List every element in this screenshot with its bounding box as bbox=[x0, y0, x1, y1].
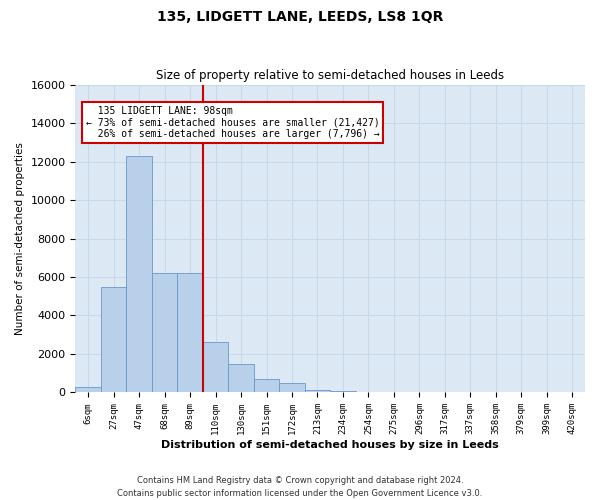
Bar bbox=[76, 386, 101, 392]
Bar bbox=[279, 383, 305, 392]
Bar bbox=[305, 390, 330, 392]
Bar bbox=[101, 286, 127, 393]
Bar bbox=[330, 390, 356, 392]
Text: 135 LIDGETT LANE: 98sqm
← 73% of semi-detached houses are smaller (21,427)
  26%: 135 LIDGETT LANE: 98sqm ← 73% of semi-de… bbox=[86, 106, 379, 140]
Bar bbox=[152, 273, 178, 392]
Bar bbox=[254, 379, 279, 392]
Y-axis label: Number of semi-detached properties: Number of semi-detached properties bbox=[15, 142, 25, 335]
Title: Size of property relative to semi-detached houses in Leeds: Size of property relative to semi-detach… bbox=[156, 69, 504, 82]
Text: 135, LIDGETT LANE, LEEDS, LS8 1QR: 135, LIDGETT LANE, LEEDS, LS8 1QR bbox=[157, 10, 443, 24]
Bar bbox=[127, 156, 152, 392]
Bar bbox=[178, 273, 203, 392]
X-axis label: Distribution of semi-detached houses by size in Leeds: Distribution of semi-detached houses by … bbox=[161, 440, 499, 450]
Text: Contains HM Land Registry data © Crown copyright and database right 2024.
Contai: Contains HM Land Registry data © Crown c… bbox=[118, 476, 482, 498]
Bar bbox=[228, 364, 254, 392]
Bar bbox=[203, 342, 228, 392]
